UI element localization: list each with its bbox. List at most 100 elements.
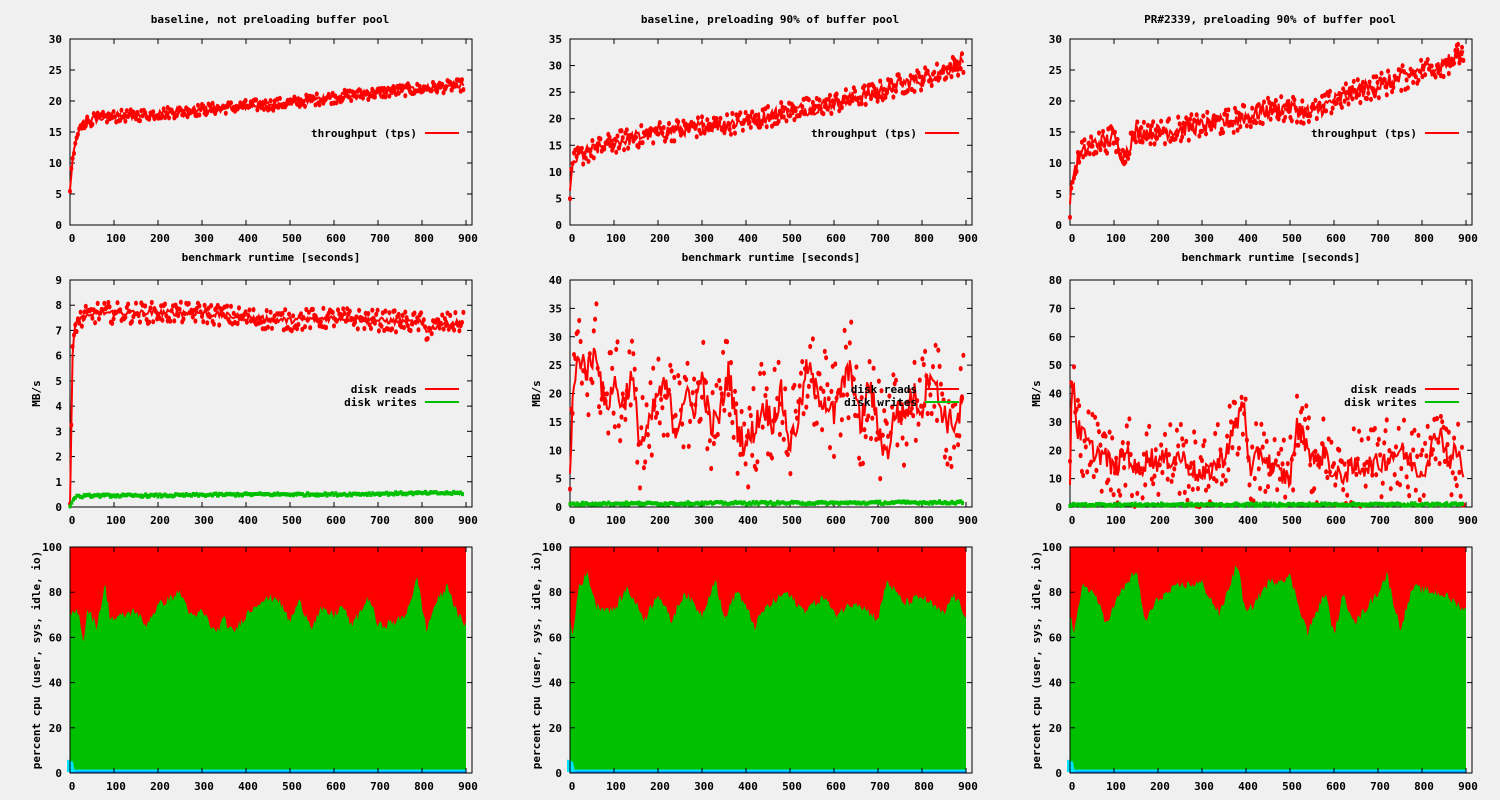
- data-point: [1380, 502, 1384, 507]
- data-point: [417, 83, 422, 89]
- data-point: [661, 502, 665, 507]
- data-point: [372, 320, 377, 326]
- data-point: [1382, 440, 1387, 446]
- y-tick-label: 25: [549, 359, 562, 372]
- data-point: [268, 98, 273, 104]
- data-point: [813, 501, 817, 506]
- data-point: [260, 102, 265, 108]
- data-point: [312, 95, 317, 102]
- data-point: [1188, 464, 1193, 470]
- data-point: [623, 502, 627, 507]
- data-point: [1267, 502, 1271, 507]
- x-tick-label: 500: [1282, 780, 1302, 793]
- data-point: [907, 81, 912, 87]
- data-point: [582, 150, 587, 157]
- data-point: [1262, 501, 1266, 506]
- x-tick-label: 700: [370, 514, 390, 527]
- data-point: [871, 365, 876, 371]
- data-point: [1118, 151, 1123, 158]
- data-point: [839, 104, 844, 111]
- data-point: [321, 305, 326, 311]
- data-point: [1247, 118, 1252, 124]
- data-point: [1341, 86, 1346, 92]
- data-point: [244, 491, 248, 496]
- data-point: [707, 438, 712, 444]
- data-point: [205, 109, 210, 116]
- data-point: [858, 501, 862, 506]
- data-point: [305, 317, 310, 323]
- data-point: [1295, 502, 1299, 507]
- data-point: [607, 500, 611, 505]
- data-point: [309, 492, 313, 497]
- data-point: [1124, 423, 1129, 429]
- data-point: [644, 501, 648, 506]
- data-point: [1407, 493, 1412, 499]
- data-point: [755, 500, 759, 505]
- data-point: [87, 492, 91, 497]
- data-point: [134, 300, 138, 306]
- data-point: [828, 500, 832, 505]
- data-point: [599, 396, 604, 402]
- data-point: [1297, 422, 1302, 428]
- data-point: [200, 492, 204, 497]
- data-point: [133, 492, 137, 497]
- data-point: [847, 340, 852, 346]
- data-point: [1139, 125, 1144, 131]
- data-point: [1350, 96, 1355, 102]
- x-tick-label: 100: [106, 780, 126, 793]
- data-point: [1272, 107, 1277, 113]
- data-point: [581, 161, 586, 167]
- data-point: [1264, 109, 1269, 115]
- data-point: [1416, 432, 1421, 438]
- x-tick-label: 900: [958, 514, 978, 527]
- data-point: [1452, 435, 1457, 441]
- data-point: [1205, 468, 1210, 474]
- data-point: [153, 308, 158, 314]
- data-point: [1457, 469, 1462, 475]
- data-point: [176, 312, 181, 319]
- data-point: [570, 410, 575, 416]
- data-point: [1437, 66, 1442, 72]
- x-tick-label: 300: [194, 514, 214, 527]
- data-point: [587, 502, 591, 507]
- data-point: [1260, 444, 1265, 450]
- x-tick-label: 800: [914, 232, 934, 245]
- data-point: [370, 307, 375, 313]
- data-point: [1306, 415, 1311, 421]
- data-point: [297, 491, 301, 496]
- data-point: [1090, 411, 1095, 418]
- data-point: [453, 310, 458, 316]
- data-point: [1461, 57, 1466, 64]
- data-point: [911, 500, 915, 505]
- data-point: [1306, 502, 1310, 507]
- data-point: [1177, 121, 1182, 127]
- data-point: [1390, 501, 1394, 506]
- data-point: [725, 112, 730, 118]
- data-point: [1382, 76, 1387, 82]
- data-point: [314, 91, 319, 97]
- data-point: [1120, 147, 1125, 153]
- data-point: [628, 402, 633, 408]
- x-axis-label: benchmark runtime [seconds]: [182, 251, 361, 264]
- data-point: [423, 324, 428, 330]
- data-point: [387, 310, 392, 316]
- data-point: [1253, 503, 1257, 508]
- data-point: [1098, 147, 1103, 153]
- data-point: [723, 124, 728, 130]
- data-point: [639, 425, 644, 431]
- data-point: [598, 501, 602, 506]
- data-point: [698, 130, 703, 136]
- data-point: [93, 320, 98, 326]
- data-point: [810, 336, 815, 342]
- data-point: [149, 492, 153, 497]
- data-point: [747, 119, 752, 125]
- data-point: [818, 106, 823, 112]
- data-point: [172, 494, 176, 499]
- data-point: [616, 423, 621, 429]
- data-point: [1375, 441, 1380, 447]
- y-tick-label: 5: [555, 192, 562, 205]
- data-point: [317, 102, 322, 108]
- data-point: [308, 325, 313, 331]
- y-tick-label: 0: [1055, 501, 1062, 514]
